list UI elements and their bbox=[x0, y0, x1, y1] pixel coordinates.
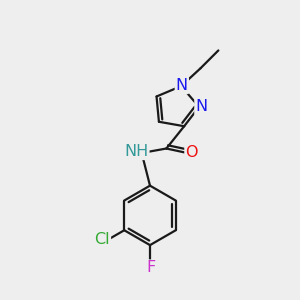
Text: NH: NH bbox=[124, 144, 148, 159]
Text: F: F bbox=[147, 260, 156, 275]
Text: N: N bbox=[176, 78, 188, 93]
Text: O: O bbox=[185, 146, 198, 160]
Text: N: N bbox=[195, 99, 208, 114]
Text: Cl: Cl bbox=[94, 232, 110, 247]
